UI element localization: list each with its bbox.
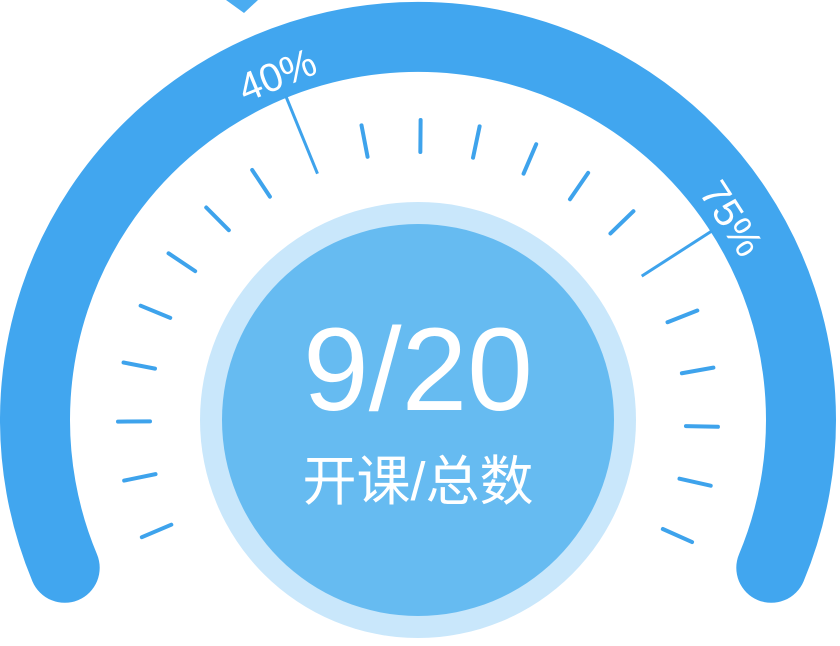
gauge-tick — [521, 142, 539, 176]
marker-tick — [284, 95, 319, 175]
marker-tick — [640, 229, 714, 278]
gauge-tick — [166, 251, 198, 274]
gauge-tick — [139, 522, 174, 540]
progress-caption: 开课/总数 — [302, 452, 533, 512]
gauge-tick — [665, 308, 700, 325]
gauge-arc — [0, 2, 836, 603]
gauge-ticks — [116, 118, 720, 545]
gauge-tick — [660, 527, 695, 545]
gauge-tick — [608, 209, 636, 236]
gauge-tick — [204, 205, 231, 233]
gauge-tick — [250, 167, 272, 199]
center-disc — [222, 224, 614, 616]
gauge-tick — [121, 360, 157, 371]
gauge-tick — [122, 472, 158, 483]
gauge-tick — [677, 476, 713, 488]
gauge-pointer-icon — [226, 0, 258, 13]
gauge-tick — [138, 303, 173, 320]
progress-value: 9/20 — [303, 304, 533, 436]
gauge-tick — [679, 365, 716, 376]
gauge-tick — [471, 124, 482, 160]
gauge-tick — [567, 170, 591, 202]
gauge-tick — [683, 424, 720, 429]
gauge-tick — [359, 123, 370, 159]
